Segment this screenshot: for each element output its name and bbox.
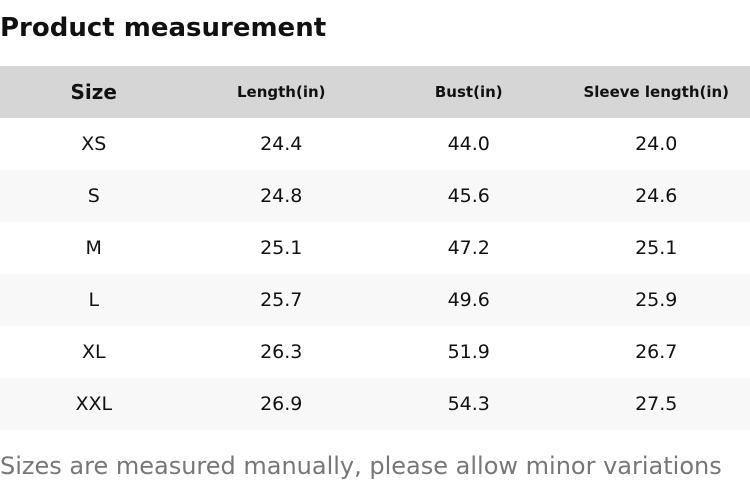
table-cell: 27.5: [635, 393, 678, 415]
table-cell: 24.4: [260, 133, 303, 155]
column-header: Sleeve length(in): [583, 83, 730, 101]
table-cell: 25.1: [260, 237, 303, 259]
table-row: L 25.7 49.6 25.9: [0, 274, 750, 326]
table-cell: 26.3: [260, 341, 303, 363]
table-cell: 25.7: [260, 289, 303, 311]
table-cell: 24.8: [260, 185, 303, 207]
table-cell: XXL: [75, 393, 113, 415]
column-header: Bust(in): [434, 83, 503, 101]
table-row: XS 24.4 44.0 24.0: [0, 118, 750, 170]
table-row: M 25.1 47.2 25.1: [0, 222, 750, 274]
column-header: Size: [70, 80, 117, 104]
table-cell: 25.1: [635, 237, 678, 259]
table-cell: S: [87, 185, 100, 207]
table-cell: 44.0: [447, 133, 490, 155]
table-row: XL 26.3 51.9 26.7: [0, 326, 750, 378]
title: Product measurement: [0, 13, 327, 43]
table-cell: 26.7: [635, 341, 678, 363]
table-cell: 24.6: [635, 185, 678, 207]
table-cell: 49.6: [447, 289, 490, 311]
table-cell: 24.0: [635, 133, 678, 155]
table-cell: XL: [81, 341, 106, 363]
table-row: S 24.8 45.6 24.6: [0, 170, 750, 222]
table-cell: 25.9: [635, 289, 678, 311]
table-cell: 47.2: [447, 237, 490, 259]
table-cell: XS: [81, 133, 107, 155]
header-row: Size Length(in) Bust(in) Sleeve length(in): [0, 66, 750, 118]
note: Sizes are measured manually, please allo…: [0, 452, 722, 480]
table-cell: 54.3: [447, 393, 490, 415]
table-cell: M: [85, 237, 102, 259]
table-cell: 45.6: [447, 185, 490, 207]
size-table: Size Length(in) Bust(in) Sleeve length(in) X…: [0, 66, 750, 430]
table-cell: 51.9: [447, 341, 490, 363]
column-header: Length(in): [236, 83, 326, 101]
table-row: XXL 26.9 54.3 27.5: [0, 378, 750, 430]
table-cell: L: [88, 289, 100, 311]
table-cell: 26.9: [260, 393, 303, 415]
